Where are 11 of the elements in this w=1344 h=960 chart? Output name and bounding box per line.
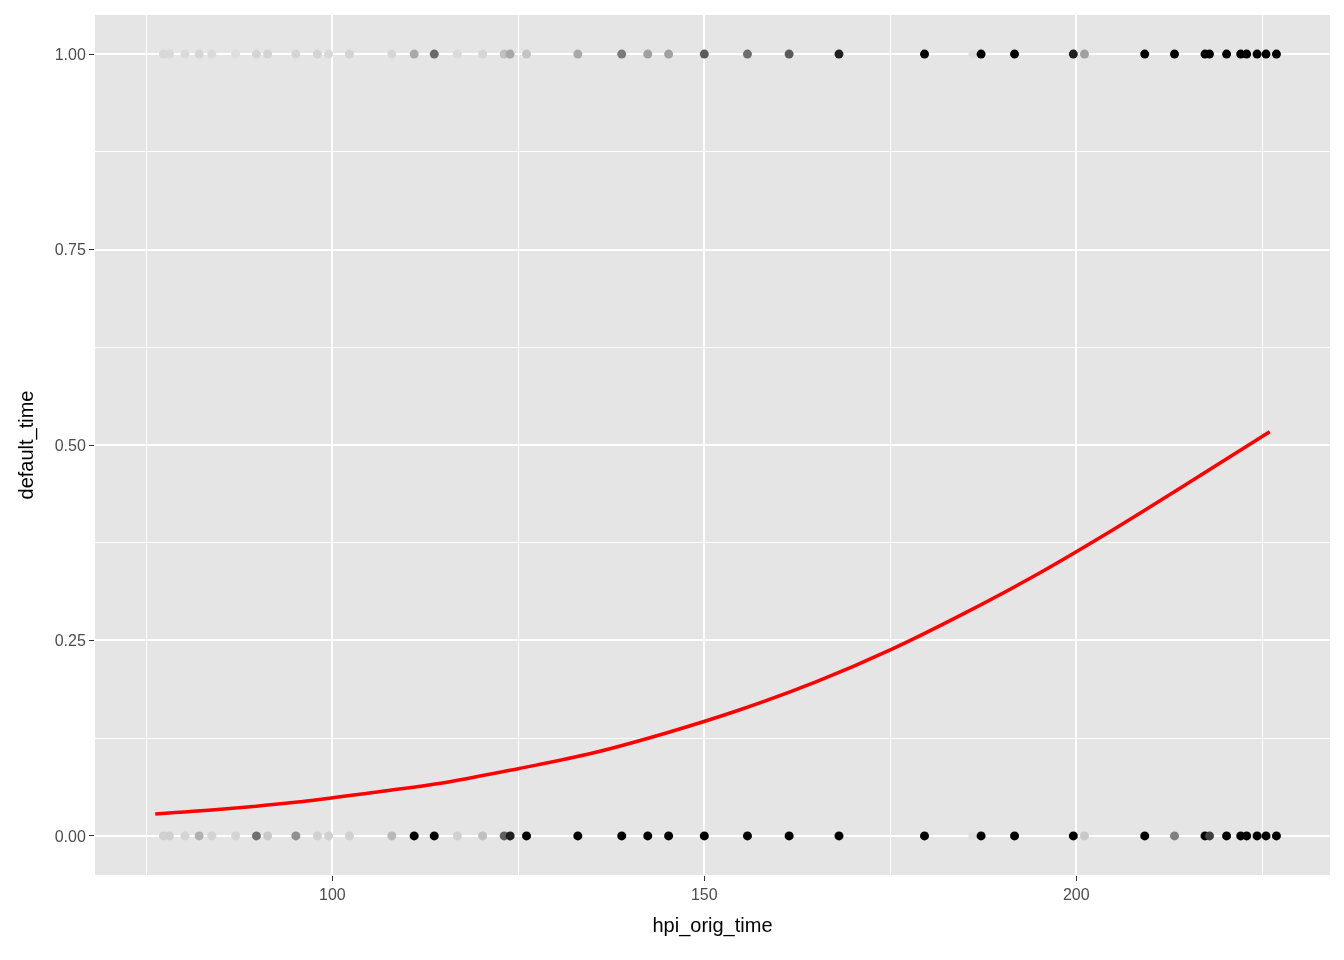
y-axis-title: default_time <box>15 390 39 500</box>
y-tick-label: 0.25 <box>54 632 86 650</box>
y-tick-label: 1.00 <box>54 45 86 63</box>
x-axis-title: hpi_orig_time <box>652 913 773 937</box>
x-tick-label: 200 <box>1062 886 1090 904</box>
y-tick-label: 0.00 <box>54 827 86 845</box>
y-tick-label: 0.75 <box>54 241 86 259</box>
x-tick-label: 100 <box>318 886 346 904</box>
x-tick-label: 150 <box>690 886 718 904</box>
y-tick-label: 0.50 <box>54 436 86 454</box>
line-series <box>153 429 1272 816</box>
